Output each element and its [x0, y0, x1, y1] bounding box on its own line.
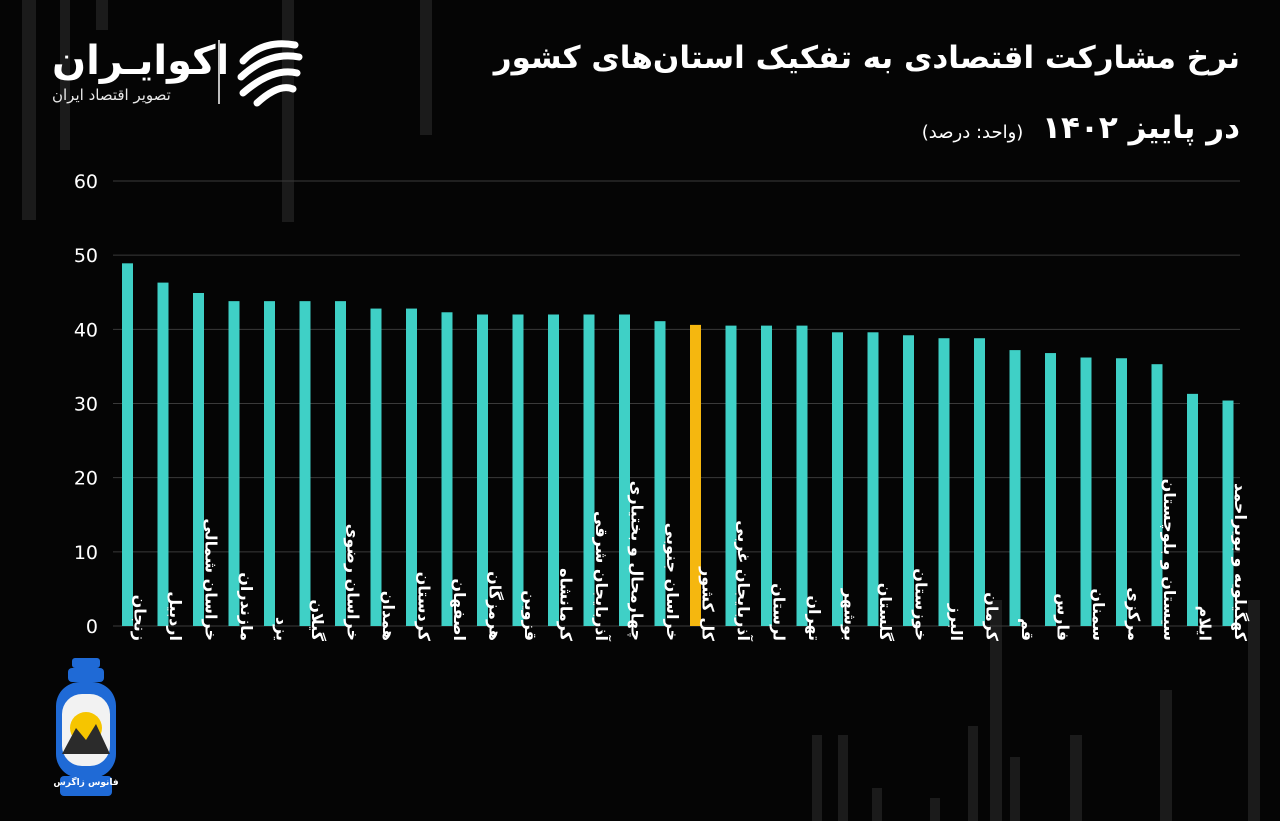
x-axis-labels: زنجان اردبیل خراسان شمالی مازندران یزد گیلان خ… — [131, 479, 1251, 642]
x-tick-label: همدان — [379, 591, 398, 641]
x-tick-label: اردبیل — [166, 591, 185, 641]
bar — [583, 314, 595, 626]
lantern-watermark-icon — [56, 658, 116, 796]
bar — [1187, 393, 1198, 626]
x-tick-label: کهگیلویه و بویراحمد — [1231, 483, 1250, 642]
bar — [619, 314, 630, 626]
bar — [1009, 350, 1021, 626]
bar — [264, 301, 275, 626]
bar — [548, 314, 559, 626]
x-tick-label: ایلام — [1196, 606, 1215, 641]
bar — [654, 321, 666, 626]
x-tick-label: خراسان جنوبی — [663, 523, 682, 641]
chart-title-line1: نرخ مشارکت اقتصادی به تفکیک استان‌های کش… — [493, 40, 1240, 76]
bar — [938, 338, 950, 626]
bar — [832, 332, 843, 626]
x-tick-label: خراسان شمالی — [202, 518, 221, 641]
y-tick-label: 40 — [74, 319, 98, 341]
watermark-caption: فانوس زاگرس — [53, 778, 119, 788]
bar — [1080, 357, 1092, 626]
bar — [370, 308, 382, 626]
brand-name: اکوایـران — [52, 38, 230, 84]
bar — [1045, 353, 1056, 626]
bar — [903, 335, 914, 626]
bar — [157, 282, 169, 626]
brand-tagline: تصویر اقتصاد ایران — [52, 86, 171, 104]
unit-label: (واحد: درصد) — [921, 122, 1024, 143]
x-tick-label: گلستان — [876, 583, 895, 642]
x-tick-label: لرستان — [770, 583, 789, 641]
bar — [1222, 400, 1234, 626]
bar — [122, 263, 133, 626]
bar — [335, 301, 346, 626]
x-tick-label: مرکزی — [1125, 587, 1144, 641]
bar-series — [122, 263, 1234, 626]
x-tick-label: آذربایجان غربی — [734, 520, 754, 641]
x-tick-label: قم — [1018, 618, 1037, 641]
x-tick-label: کردستان — [415, 572, 434, 642]
x-tick-label: خوزستان — [912, 568, 931, 641]
period-label: در پاییز ۱۴۰۲ — [1042, 110, 1240, 146]
x-tick-label: خراسان رضوی — [344, 524, 363, 641]
bar — [974, 338, 985, 626]
x-tick-label: مازندران — [237, 572, 256, 641]
bar — [761, 325, 772, 626]
y-tick-label: 60 — [74, 171, 98, 193]
bar — [867, 332, 879, 626]
x-tick-label: کرمانشاه — [557, 568, 576, 642]
x-tick-label: تهران — [805, 595, 824, 641]
x-tick-label: آذربایجان شرقی — [592, 511, 612, 642]
bar — [228, 301, 240, 626]
bar — [725, 325, 737, 626]
y-tick-label: 30 — [74, 394, 98, 416]
brand-divider — [218, 40, 220, 104]
bar — [796, 325, 808, 626]
brand-logo-icon — [237, 40, 303, 107]
bar — [1151, 364, 1163, 626]
x-tick-label: یزد — [273, 617, 292, 641]
bar — [512, 314, 524, 626]
x-tick-label: فارس — [1054, 593, 1073, 641]
bar — [477, 314, 488, 626]
x-tick-label: زنجان — [131, 595, 150, 641]
x-tick-label: کل کشور — [699, 566, 718, 642]
x-tick-label: قزوین — [521, 590, 540, 641]
y-axis-ticks: 0 10 20 30 40 50 60 — [74, 171, 98, 638]
chart-title-line2: در پاییز ۱۴۰۲ (واحد: درصد) — [922, 110, 1240, 146]
y-tick-label: 50 — [74, 245, 98, 267]
x-tick-label: سیستان و بلوچستان — [1159, 479, 1179, 641]
x-tick-label: البرز — [947, 603, 966, 641]
x-tick-label: چهارمحال و بختیاری — [627, 481, 647, 641]
bar — [193, 292, 204, 626]
x-tick-label: کرمان — [983, 592, 1002, 642]
y-tick-label: 0 — [86, 616, 98, 638]
bar — [299, 301, 311, 626]
bar — [1116, 358, 1127, 626]
x-tick-label: اصفهان — [450, 578, 469, 641]
bar — [406, 308, 417, 626]
x-tick-label: سمنان — [1089, 588, 1108, 641]
x-tick-label: بوشهر — [841, 588, 860, 641]
x-tick-label: هرمزگان — [486, 571, 505, 641]
y-tick-label: 20 — [74, 468, 98, 490]
y-tick-label: 10 — [74, 542, 98, 564]
x-tick-label: گیلان — [308, 599, 327, 641]
bar-highlight — [690, 324, 701, 626]
bar — [441, 312, 453, 626]
